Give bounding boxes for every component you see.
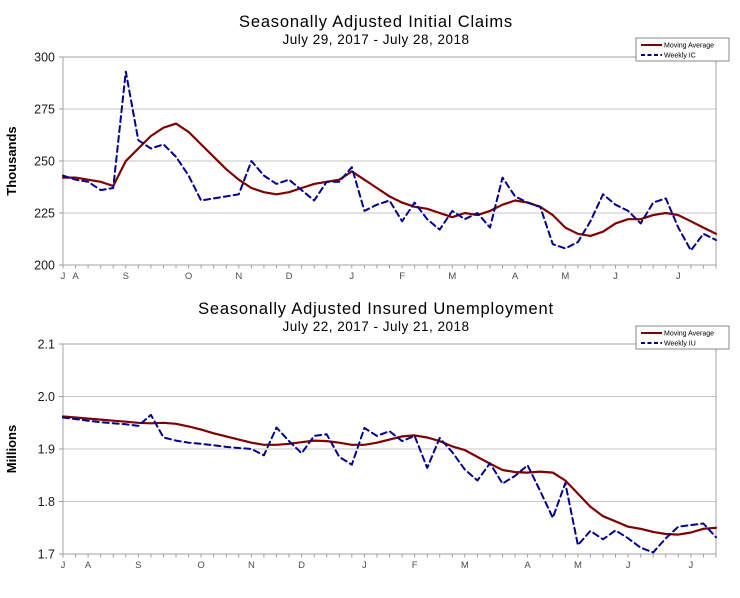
x-axis-month-label: J: [613, 271, 618, 282]
legend: Moving Average Weekly IU: [635, 325, 730, 350]
x-axis-month-label: O: [197, 560, 204, 571]
x-axis-month-label: A: [524, 560, 531, 571]
y-tick-label: 300: [34, 51, 55, 65]
y-tick-label: 200: [34, 259, 55, 273]
x-axis-month-label: M: [561, 271, 569, 282]
y-tick-label: 250: [34, 155, 55, 169]
x-axis-month-label: J: [689, 560, 694, 571]
initial-claims-chart: Seasonally Adjusted Initial Claims July …: [4, 13, 730, 282]
insured-unemployment-subtitle: July 22, 2017 - July 21, 2018: [282, 319, 469, 334]
y-tick-label: 2.1: [38, 338, 55, 352]
x-axis-month-label: J: [349, 271, 354, 282]
x-axis-month-label: D: [286, 271, 293, 282]
y-tick-label: 2.0: [38, 390, 55, 404]
x-axis-month-label: S: [123, 271, 129, 282]
x-axis-month-label: A: [72, 271, 79, 282]
insured-unemployment-plot-area: J A S O N D J F M A M J J 1.7 1.8 1.9 2.0 2.1 Moving Avera…: [38, 325, 730, 571]
y-tick-label: 225: [34, 207, 55, 221]
legend-label-weekly-iu: Weekly IU: [664, 341, 696, 348]
x-axis-month-label: N: [248, 560, 255, 571]
x-axis-month-label: A: [512, 271, 519, 282]
initial-claims-title: Seasonally Adjusted Initial Claims: [239, 13, 513, 31]
x-axis-month-label: J: [676, 271, 681, 282]
series-line-weekly-iu: [62, 413, 717, 554]
insured-unemployment-chart: Seasonally Adjusted Insured Unemployment…: [4, 300, 730, 571]
legend-box: [635, 325, 730, 350]
x-axis-month-label: A: [85, 560, 92, 571]
x-axis-month-label: J: [61, 271, 66, 282]
x-axis-month-label: N: [235, 271, 242, 282]
legend-label-moving-average: Moving Average: [664, 331, 714, 338]
legend-label-moving-average: Moving Average: [664, 43, 714, 50]
legend-box: [635, 37, 730, 62]
y-tick-label: 1.9: [38, 443, 55, 457]
x-axis-month-label: J: [362, 560, 367, 571]
x-axis-month-label: F: [412, 560, 418, 571]
x-axis-month-label: D: [298, 560, 305, 571]
insured-unemployment-title: Seasonally Adjusted Insured Unemployment: [198, 300, 554, 318]
x-axis-month-label: J: [61, 560, 66, 571]
legend: Moving Average Weekly IC: [635, 37, 730, 62]
y-tick-label: 1.7: [38, 548, 55, 562]
x-axis-month-label: M: [461, 560, 469, 571]
legend-label-weekly-ic: Weekly IC: [664, 53, 696, 60]
series-line-moving-average: [61, 122, 718, 237]
x-axis-month-label: M: [448, 271, 456, 282]
y-tick-label: 275: [34, 103, 55, 117]
initial-claims-y-axis-title: Thousands: [4, 126, 19, 195]
series-line-moving-average: [61, 415, 718, 536]
x-axis-month-label: O: [185, 271, 192, 282]
x-axis-month-label: F: [399, 271, 405, 282]
x-axis-month-label: M: [574, 560, 582, 571]
x-axis-month-label: J: [626, 560, 631, 571]
initial-claims-subtitle: July 29, 2017 - July 28, 2018: [282, 32, 469, 47]
insured-unemployment-y-axis-title: Millions: [4, 425, 19, 473]
series-line-weekly-ic: [62, 70, 717, 252]
y-tick-label: 1.8: [38, 495, 55, 509]
x-axis-month-label: S: [135, 560, 141, 571]
